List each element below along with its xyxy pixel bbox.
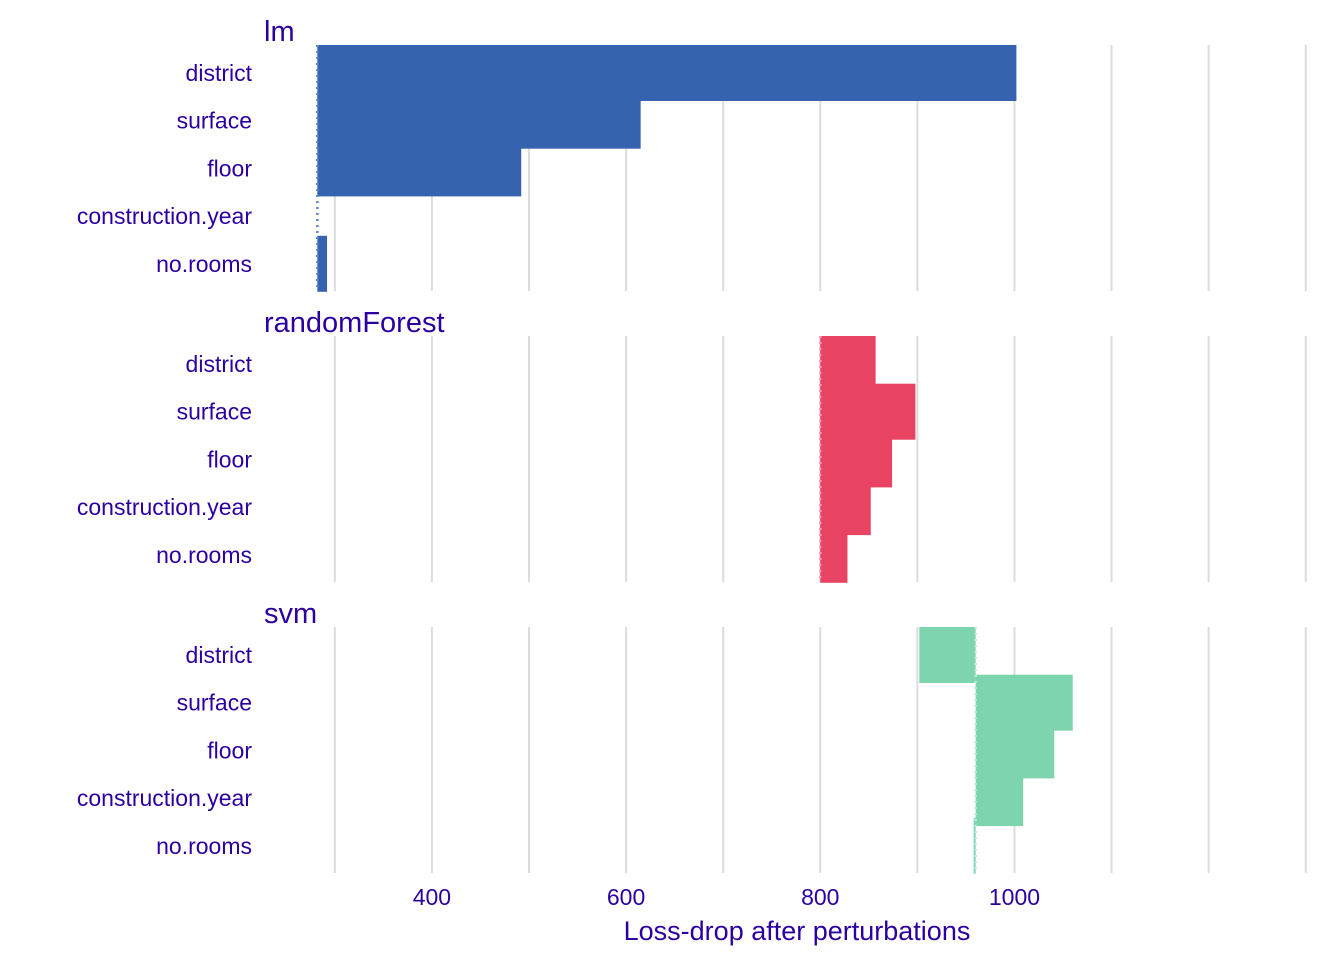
variable-label: surface: [177, 108, 252, 134]
bar-lm-surface: [317, 92, 641, 149]
bar-svm-surface: [975, 674, 1073, 731]
bar-randomForest-district: [820, 336, 876, 392]
bar-lm-floor: [317, 140, 522, 197]
bar-randomForest-construction.year: [820, 479, 871, 536]
x-tick-label: 600: [607, 884, 645, 910]
bar-lm-district: [317, 45, 1017, 101]
panel-title-lm: lm: [264, 16, 295, 48]
variable-label: construction.year: [77, 785, 252, 811]
variable-label: floor: [207, 737, 252, 763]
panel-title-svm: svm: [264, 598, 317, 630]
variable-label: construction.year: [77, 494, 252, 520]
bar-randomForest-surface: [820, 383, 916, 440]
bar-randomForest-floor: [820, 431, 893, 488]
variable-label: floor: [207, 155, 252, 181]
variable-label: no.rooms: [156, 251, 252, 277]
bar-svm-construction.year: [975, 770, 1024, 827]
bar-svm-no.rooms: [973, 817, 976, 874]
bar-svm-floor: [975, 722, 1055, 779]
variable-label: district: [186, 642, 253, 668]
variable-label: surface: [177, 690, 252, 716]
x-tick-label: 1000: [989, 884, 1040, 910]
variable-label: district: [186, 60, 253, 86]
variable-label: construction.year: [77, 203, 252, 229]
variable-label: district: [186, 351, 253, 377]
bar-svm-district: [919, 627, 976, 683]
variable-label: floor: [207, 446, 252, 472]
x-axis-title: Loss-drop after perturbations: [624, 916, 971, 946]
panel-title-randomForest: randomForest: [264, 307, 445, 339]
variable-label: no.rooms: [156, 833, 252, 859]
x-tick-label: 800: [801, 884, 839, 910]
bar-lm-no.rooms: [317, 235, 328, 292]
variable-label: surface: [177, 399, 252, 425]
x-tick-label: 400: [413, 884, 451, 910]
bar-randomForest-no.rooms: [820, 526, 848, 583]
variable-label: no.rooms: [156, 542, 252, 568]
